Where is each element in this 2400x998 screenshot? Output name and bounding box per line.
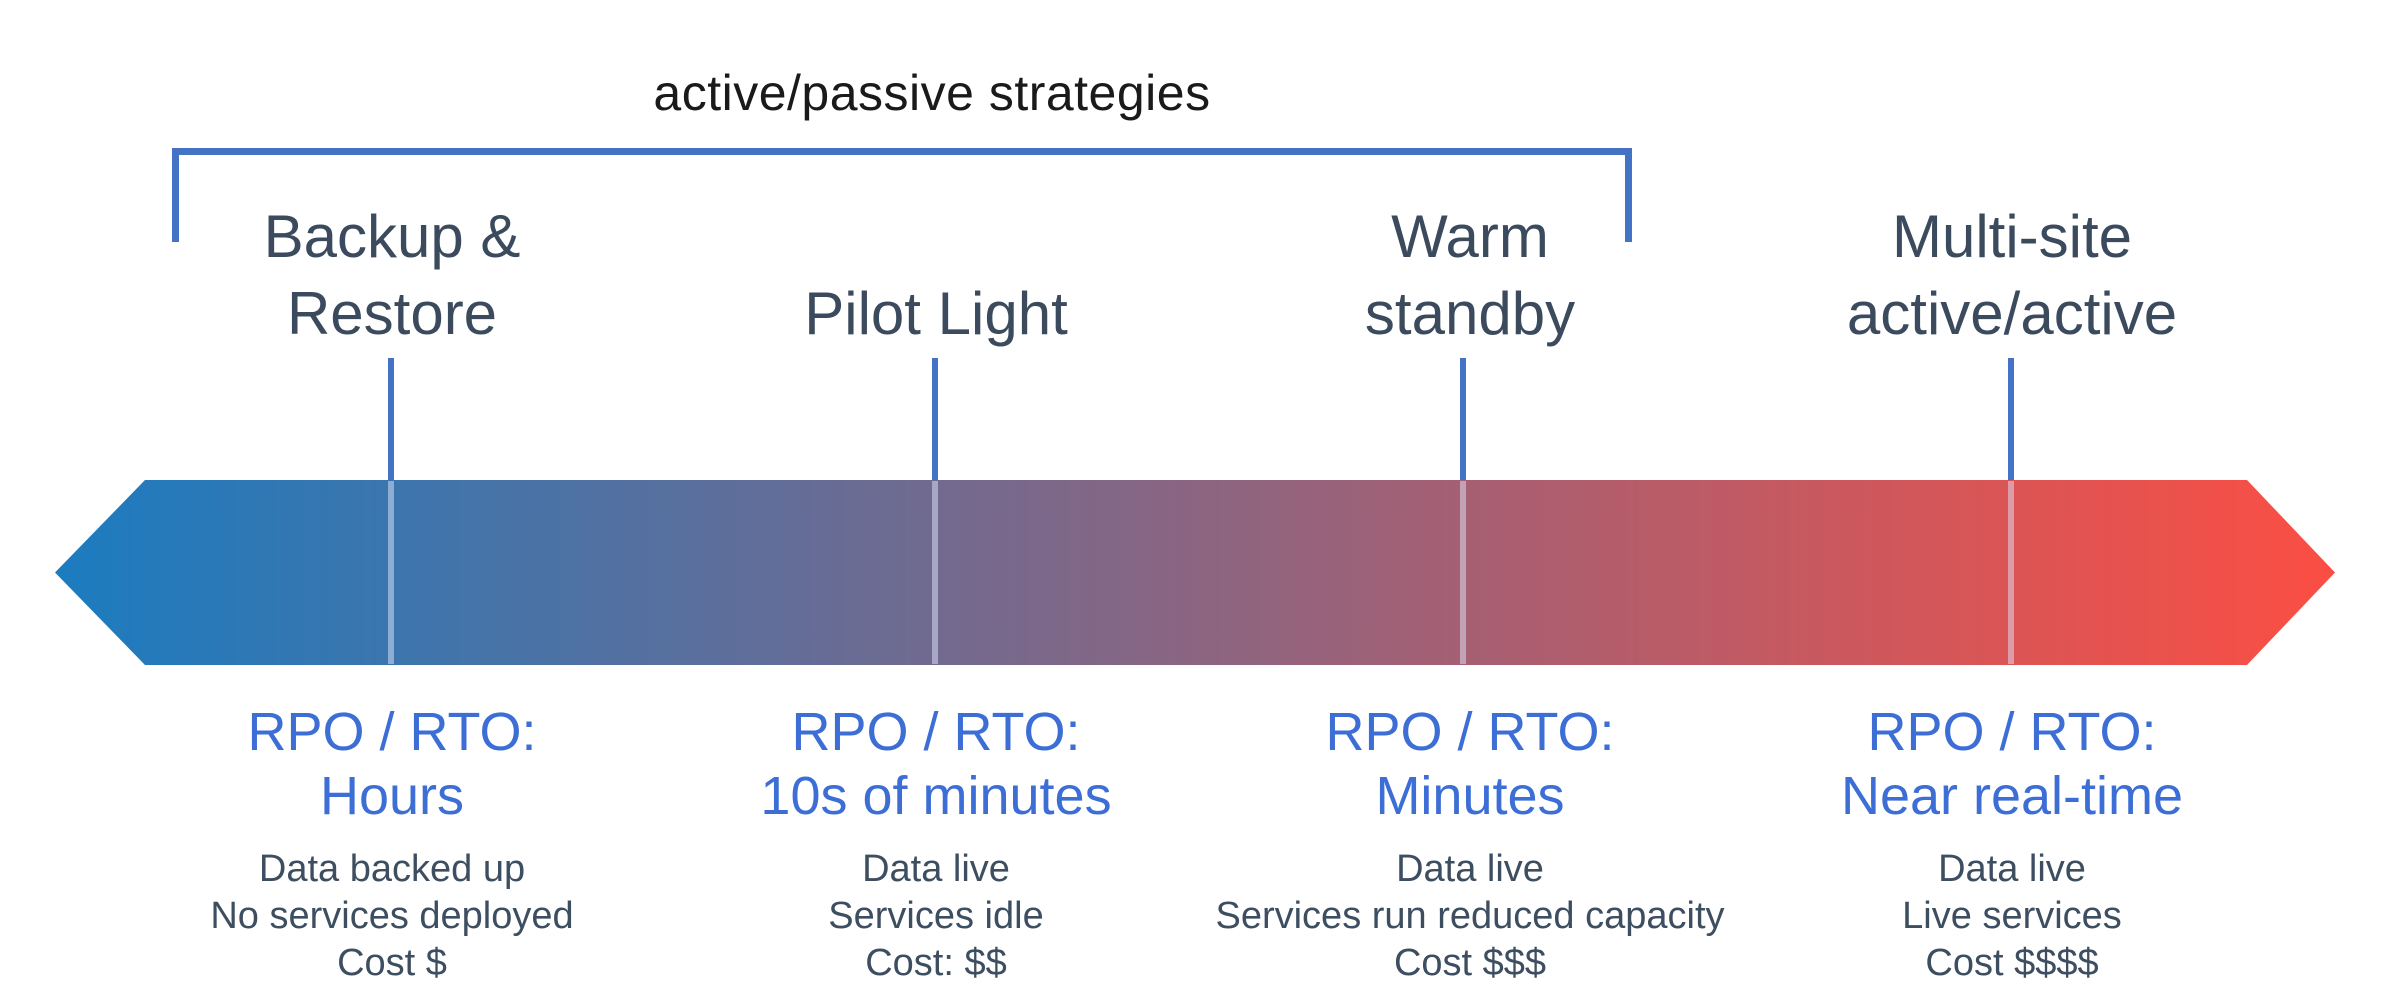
details-pilot-light: Data live Services idle Cost: $$	[586, 846, 1286, 987]
spectrum-arrow	[55, 480, 2335, 665]
detail-line: Data backed up	[258, 848, 526, 890]
connector-line-multi-site	[2008, 358, 2014, 480]
rpo-rto-label: RPO / RTO:	[1867, 702, 2157, 762]
rpo-rto-heading-pilot-light: RPO / RTO: 10s of minutes	[586, 700, 1286, 828]
detail-line: Data live	[1938, 848, 2086, 890]
rpo-rto-heading-warm-standby: RPO / RTO: Minutes	[1120, 700, 1820, 828]
strategy-label-line: Backup &	[263, 203, 521, 270]
rpo-rto-value: Hours	[319, 766, 465, 826]
rpo-rto-heading-multi-site: RPO / RTO: Near real-time	[1662, 700, 2362, 828]
detail-line: Live services	[1902, 895, 2122, 937]
detail-line: Services idle	[828, 895, 1044, 937]
connector-through-pilot-light	[932, 481, 938, 664]
bracket-title: active/passive strategies	[653, 65, 1211, 121]
strategy-label-warm-standby: Warm standby	[1220, 192, 1720, 352]
connector-line-backup-restore	[388, 358, 394, 480]
detail-line: Services run reduced capacity	[1215, 895, 1725, 937]
bracket-line	[172, 148, 1632, 155]
strategy-label-pilot-light: Pilot Light	[686, 192, 1186, 352]
rpo-rto-label: RPO / RTO:	[791, 702, 1081, 762]
rpo-rto-value: 10s of minutes	[760, 766, 1112, 826]
detail-line: Data live	[862, 848, 1010, 890]
strategy-label-line: Restore	[286, 280, 498, 347]
rpo-rto-label: RPO / RTO:	[1325, 702, 1615, 762]
detail-line: No services deployed	[210, 895, 574, 937]
strategy-label-backup-restore: Backup & Restore	[142, 192, 642, 352]
detail-line: Cost $$$	[1393, 942, 1547, 984]
connector-through-backup-restore	[388, 481, 394, 664]
strategy-label-line: active/active	[1846, 280, 2178, 347]
spectrum-arrow-shape	[55, 480, 2335, 665]
connector-line-warm-standby	[1460, 358, 1466, 480]
strategy-label-line: Pilot Light	[804, 280, 1068, 347]
strategy-label-line: Warm	[1391, 203, 1549, 270]
bracket-right-tick	[1625, 148, 1632, 242]
rpo-rto-value: Near real-time	[1840, 766, 2184, 826]
details-warm-standby: Data live Services run reduced capacity …	[1120, 846, 1820, 987]
connector-through-multi-site	[2008, 481, 2014, 664]
rpo-rto-heading-backup-restore: RPO / RTO: Hours	[42, 700, 742, 828]
rpo-rto-value: Minutes	[1375, 766, 1565, 826]
details-backup-restore: Data backed up No services deployed Cost…	[42, 846, 742, 987]
connector-line-pilot-light	[932, 358, 938, 480]
connector-through-warm-standby	[1460, 481, 1466, 664]
detail-line: Cost $	[337, 942, 447, 984]
strategy-label-multi-site: Multi-site active/active	[1712, 192, 2312, 352]
detail-line: Cost: $$	[865, 942, 1007, 984]
bracket-left-tick	[172, 148, 179, 242]
rpo-rto-label: RPO / RTO:	[247, 702, 537, 762]
strategy-label-line: standby	[1364, 280, 1576, 347]
details-multi-site: Data live Live services Cost $$$$	[1662, 846, 2362, 987]
detail-line: Data live	[1396, 848, 1544, 890]
strategy-label-line: Multi-site	[1891, 203, 2133, 270]
detail-line: Cost $$$$	[1925, 942, 2099, 984]
